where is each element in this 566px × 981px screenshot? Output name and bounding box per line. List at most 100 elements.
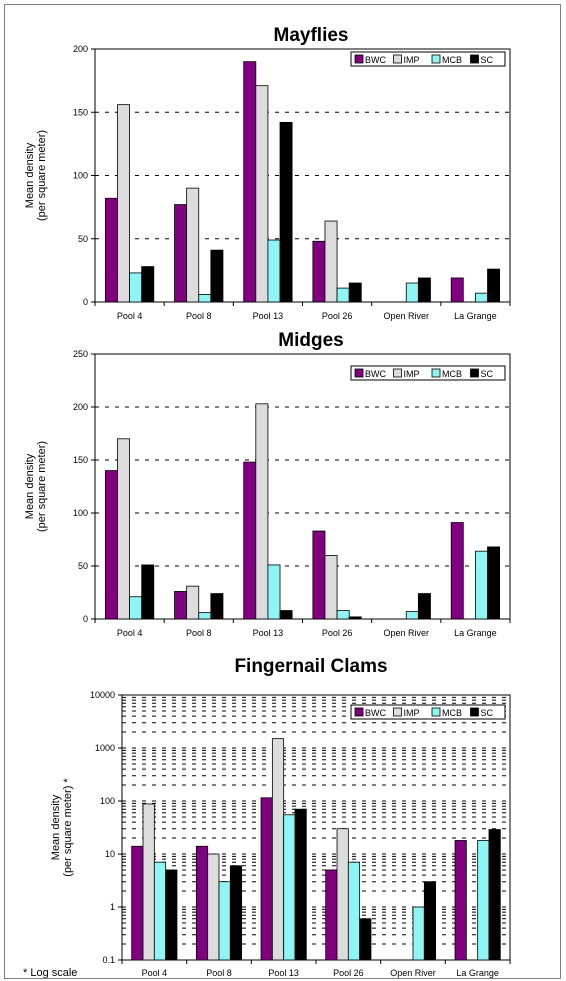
legend-box: [350, 51, 506, 67]
bar-mcb: [475, 292, 488, 303]
legend-swatch-bwc: [354, 707, 364, 717]
legend-label-sc: SC: [481, 369, 494, 379]
bar-bwc: [260, 797, 273, 961]
legend-label-bwc: BWC: [365, 55, 386, 65]
bar-imp: [271, 738, 285, 961]
legend-label-mcb: MCB: [442, 708, 462, 718]
legend-label-mcb: MCB: [442, 369, 462, 379]
y-tick-label: 100: [73, 508, 88, 518]
bar-sc: [294, 808, 307, 961]
plot-area: [94, 48, 511, 303]
legend-label-imp: IMP: [404, 708, 420, 718]
y-axis-title-line: Mean density: [50, 794, 62, 860]
x-tick-label: Open River: [390, 968, 436, 978]
bar-imp: [117, 104, 130, 303]
bar-sc: [348, 282, 362, 303]
y-axis-title-line: Mean density: [24, 142, 36, 208]
legend-swatch-sc: [470, 368, 479, 378]
y-tick-label: 0: [83, 614, 88, 624]
x-tick-label: Pool 4: [117, 311, 143, 321]
bar-bwc: [104, 470, 118, 620]
y-tick-label: 250: [73, 349, 88, 359]
x-tick-label: Pool 13: [253, 628, 284, 638]
y-tick-label: 1000: [95, 743, 115, 753]
bar-mcb: [218, 881, 231, 961]
y-tick-label: 50: [78, 234, 88, 244]
y-axis-title-line: (per square meter): [36, 130, 48, 221]
bar-sc: [210, 593, 224, 620]
bar-mcb: [347, 861, 361, 961]
legend-label-bwc: BWC: [365, 708, 386, 718]
legend-label-bwc: BWC: [365, 369, 386, 379]
legend-label-sc: SC: [481, 55, 494, 65]
bar-sc: [423, 881, 437, 961]
bar-sc: [488, 829, 501, 961]
plot-area: [121, 694, 511, 961]
x-tick-label: La Grange: [454, 311, 497, 321]
legend-swatch-mcb: [431, 54, 441, 64]
y-tick-label: 1: [110, 902, 115, 912]
y-tick-label: 0.1: [102, 955, 115, 965]
y-axis-title: Mean density(per square meter) *: [50, 778, 74, 877]
legend-swatch-mcb: [431, 368, 441, 378]
bar-mcb: [475, 550, 488, 620]
bar-mcb: [405, 282, 419, 303]
bar-bwc: [174, 591, 188, 620]
x-tick-label: Pool 13: [253, 311, 284, 321]
bar-sc: [487, 546, 501, 620]
bar-mcb: [267, 239, 281, 303]
x-tick-label: Pool 4: [142, 968, 168, 978]
x-tick-label: La Grange: [456, 968, 499, 978]
bar-imp: [186, 585, 200, 620]
legend-swatch-bwc: [354, 368, 364, 378]
bar-imp: [255, 403, 269, 620]
y-axis-title-line: (per square meter) *: [62, 778, 74, 877]
legend-label-imp: IMP: [404, 55, 420, 65]
chart-1: Midges 0 50 100 150 200 250 Mean density(per sq…: [24, 330, 511, 638]
bar-imp: [117, 438, 130, 620]
bar-sc: [417, 277, 431, 303]
chart-0: Mayflies 0 50 100 150 200 Mean density(per squ…: [24, 25, 511, 321]
bar-sc: [417, 593, 431, 620]
legend-swatch-imp: [393, 707, 402, 717]
bar-bwc: [174, 204, 188, 303]
y-axis-title: Mean density(per square meter): [24, 130, 48, 221]
bar-sc: [165, 869, 178, 961]
legend-swatch-imp: [393, 368, 402, 378]
bar-mcb: [405, 611, 419, 620]
y-tick-label: 0: [83, 297, 88, 307]
y-tick-label: 10: [105, 849, 115, 859]
bar-sc: [229, 865, 243, 961]
bar-mcb: [267, 564, 281, 620]
bar-mcb: [198, 294, 212, 303]
x-tick-label: La Grange: [454, 628, 497, 638]
bar-bwc: [325, 869, 338, 961]
bar-imp: [336, 828, 349, 961]
bar-imp: [207, 853, 220, 961]
bar-sc: [141, 266, 155, 303]
bar-bwc: [195, 845, 209, 961]
bar-bwc: [312, 530, 326, 620]
chart-title: Midges: [278, 330, 343, 351]
legend-box: [350, 365, 506, 381]
x-tick-label: Pool 8: [206, 968, 232, 978]
bar-bwc: [450, 522, 464, 620]
y-tick-label: 10000: [90, 690, 115, 700]
bar-sc: [359, 918, 372, 961]
x-tick-label: Pool 26: [333, 968, 364, 978]
x-tick-label: Pool 13: [268, 968, 299, 978]
bar-bwc: [243, 461, 257, 620]
bar-bwc: [454, 840, 467, 961]
bar-bwc: [243, 61, 257, 303]
bar-imp: [324, 555, 338, 620]
bar-sc: [279, 121, 293, 303]
legend-label-imp: IMP: [404, 369, 420, 379]
bar-bwc: [104, 197, 118, 303]
chart-2: Fingernail Clams 0.1 1 10 100 1000 10000 Mean d…: [50, 656, 511, 978]
bar-imp: [142, 803, 155, 961]
bar-bwc: [131, 845, 144, 961]
y-tick-label: 150: [73, 455, 88, 465]
bar-mcb: [283, 814, 296, 961]
bar-imp: [324, 220, 338, 303]
